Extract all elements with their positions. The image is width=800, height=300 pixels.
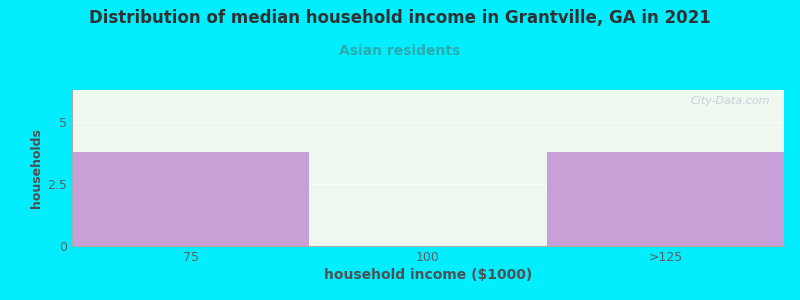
Text: Asian residents: Asian residents [339, 44, 461, 58]
Text: Distribution of median household income in Grantville, GA in 2021: Distribution of median household income … [89, 9, 711, 27]
Bar [546, 152, 784, 246]
Y-axis label: households: households [30, 128, 43, 208]
Bar [72, 152, 310, 246]
Text: City-Data.com: City-Data.com [690, 96, 770, 106]
X-axis label: household income ($1000): household income ($1000) [324, 268, 532, 282]
